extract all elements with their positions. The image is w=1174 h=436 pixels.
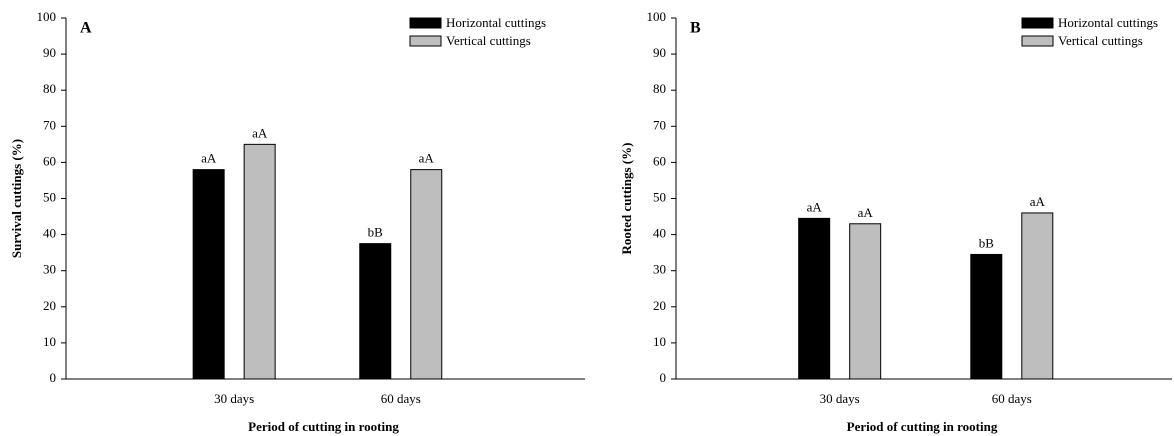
y-tick-label: 40 xyxy=(653,226,666,241)
y-tick-label: 0 xyxy=(50,370,57,385)
bar-letter: aA xyxy=(201,151,217,166)
legend-label: Horizontal cuttings xyxy=(446,15,546,30)
bar-letter: aA xyxy=(1030,194,1046,209)
bar-letter: bB xyxy=(979,235,995,250)
bar xyxy=(798,217,831,380)
y-tick-label: 40 xyxy=(43,226,56,241)
y-tick-label: 60 xyxy=(653,153,666,168)
legend-swatch xyxy=(1021,17,1054,29)
bar xyxy=(1021,212,1054,380)
bar-letter: aA xyxy=(807,199,823,214)
y-axis-label: Survival cuttings (%) xyxy=(9,139,24,258)
x-tick-label: 30 days xyxy=(214,391,254,406)
y-tick-label: 100 xyxy=(37,9,57,24)
y-tick-label: 80 xyxy=(653,81,666,96)
y-tick-label: 50 xyxy=(653,189,666,204)
y-tick-label: 0 xyxy=(660,370,667,385)
y-tick-label: 50 xyxy=(43,189,56,204)
x-tick-label: 60 days xyxy=(381,391,421,406)
y-tick-label: 90 xyxy=(43,45,56,60)
bar-letter: aA xyxy=(858,205,874,220)
bar xyxy=(849,223,882,380)
bar xyxy=(410,169,443,380)
x-axis-label: Period of cutting in rooting xyxy=(248,419,399,434)
y-tick-label: 20 xyxy=(653,298,666,313)
bar xyxy=(192,169,225,380)
y-tick-label: 10 xyxy=(653,334,666,349)
legend-swatch xyxy=(1021,35,1054,47)
x-axis-label: Period of cutting in rooting xyxy=(847,419,998,434)
bar xyxy=(970,253,1003,380)
legend-label: Vertical cuttings xyxy=(1058,33,1143,48)
legend-label: Vertical cuttings xyxy=(446,33,531,48)
bar xyxy=(243,143,276,380)
bar-letter: aA xyxy=(252,125,268,140)
legend-swatch xyxy=(409,17,442,29)
y-tick-label: 70 xyxy=(43,117,56,132)
bar-letter: aA xyxy=(419,151,435,166)
y-tick-label: 100 xyxy=(647,9,667,24)
y-axis-label: Rooted cuttings (%) xyxy=(619,143,634,255)
y-tick-label: 80 xyxy=(43,81,56,96)
panel-label: A xyxy=(80,20,92,37)
y-tick-label: 10 xyxy=(43,334,56,349)
bar-letter: bB xyxy=(368,225,384,240)
x-tick-label: 30 days xyxy=(820,391,860,406)
panel-label: B xyxy=(690,20,701,37)
y-tick-label: 20 xyxy=(43,298,56,313)
bar xyxy=(359,243,392,380)
legend-label: Horizontal cuttings xyxy=(1058,15,1158,30)
y-tick-label: 60 xyxy=(43,153,56,168)
y-tick-label: 30 xyxy=(43,262,56,277)
y-tick-label: 90 xyxy=(653,45,666,60)
y-tick-label: 70 xyxy=(653,117,666,132)
x-tick-label: 60 days xyxy=(992,391,1032,406)
legend-swatch xyxy=(409,35,442,47)
y-tick-label: 30 xyxy=(653,262,666,277)
